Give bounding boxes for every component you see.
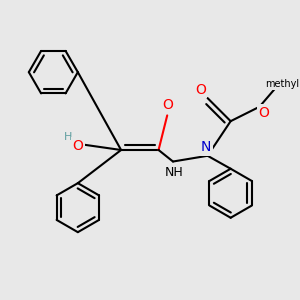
Text: O: O — [258, 106, 269, 119]
Text: NH: NH — [165, 166, 184, 179]
Text: O: O — [162, 98, 173, 112]
Text: H: H — [64, 132, 72, 142]
Text: methyl: methyl — [266, 79, 300, 89]
Text: O: O — [195, 83, 206, 97]
Text: O: O — [72, 139, 83, 153]
Text: N: N — [201, 140, 211, 154]
